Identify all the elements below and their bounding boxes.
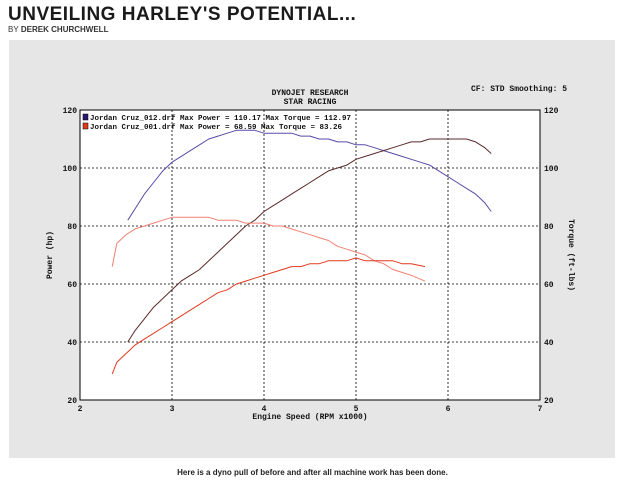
dyno-chart: DYNOJET RESEARCH STAR RACING CF: STD Smo… (46, 85, 575, 422)
y-tick-label-right: 60 (544, 281, 554, 290)
article-headline: UNVEILING HARLEY'S POTENTIAL... (8, 4, 357, 25)
chart-settings: CF: STD Smoothing: 5 (471, 85, 567, 94)
series-line-3 (111, 216, 426, 282)
y-tick-label-left: 60 (67, 281, 77, 290)
x-tick-label: 3 (170, 405, 175, 414)
legend-swatch (82, 113, 89, 121)
legend-entry: Jordan Cruz_001.drf Max Power = 68.59 Ma… (90, 124, 343, 132)
y-tick-label-right: 20 (544, 397, 554, 406)
y-tick-label-right: 80 (544, 223, 554, 232)
x-tick-label: 5 (354, 405, 359, 414)
y-tick-label-right: 120 (544, 107, 559, 116)
chart-title: DYNOJET RESEARCH (272, 89, 349, 98)
x-tick-label: 4 (262, 405, 267, 414)
y-tick-label-left: 100 (63, 165, 78, 174)
legend-swatch (82, 122, 89, 130)
y-tick-label-right: 100 (544, 165, 559, 174)
y-axis-label-right: Torque (ft-lbs) (566, 219, 575, 291)
series-line-2 (127, 138, 492, 343)
legend: Jordan Cruz_012.drf Max Power = 110.17 M… (82, 113, 351, 132)
series-line-1 (127, 129, 492, 221)
figure-caption: Here is a dyno pull of before and after … (177, 468, 448, 477)
x-tick-label: 7 (538, 405, 543, 414)
y-tick-label-left: 20 (67, 397, 77, 406)
byline-author: DEREK CHURCHWELL (20, 25, 109, 34)
x-axis-label: Engine Speed (RPM x1000) (252, 413, 367, 422)
series-line-4 (111, 257, 426, 375)
chart-panel: DYNOJET RESEARCH STAR RACING CF: STD Smo… (9, 40, 615, 458)
x-tick-label: 2 (78, 405, 83, 414)
y-tick-label-left: 80 (67, 223, 77, 232)
y-axis-label-left: Power (hp) (46, 231, 55, 279)
plot-area (79, 109, 541, 401)
article-byline: BY DEREK CHURCHWELL (8, 25, 108, 34)
chart-subtitle: STAR RACING (284, 98, 337, 107)
x-tick-label: 6 (446, 405, 451, 414)
grid-lines (80, 110, 540, 400)
legend-entry: Jordan Cruz_012.drf Max Power = 110.17 M… (90, 115, 351, 123)
byline-prefix: BY (8, 25, 19, 34)
y-tick-label-left: 40 (67, 339, 77, 348)
series-layer (111, 129, 492, 375)
y-tick-label-left: 120 (63, 107, 78, 116)
y-tick-label-right: 40 (544, 339, 554, 348)
